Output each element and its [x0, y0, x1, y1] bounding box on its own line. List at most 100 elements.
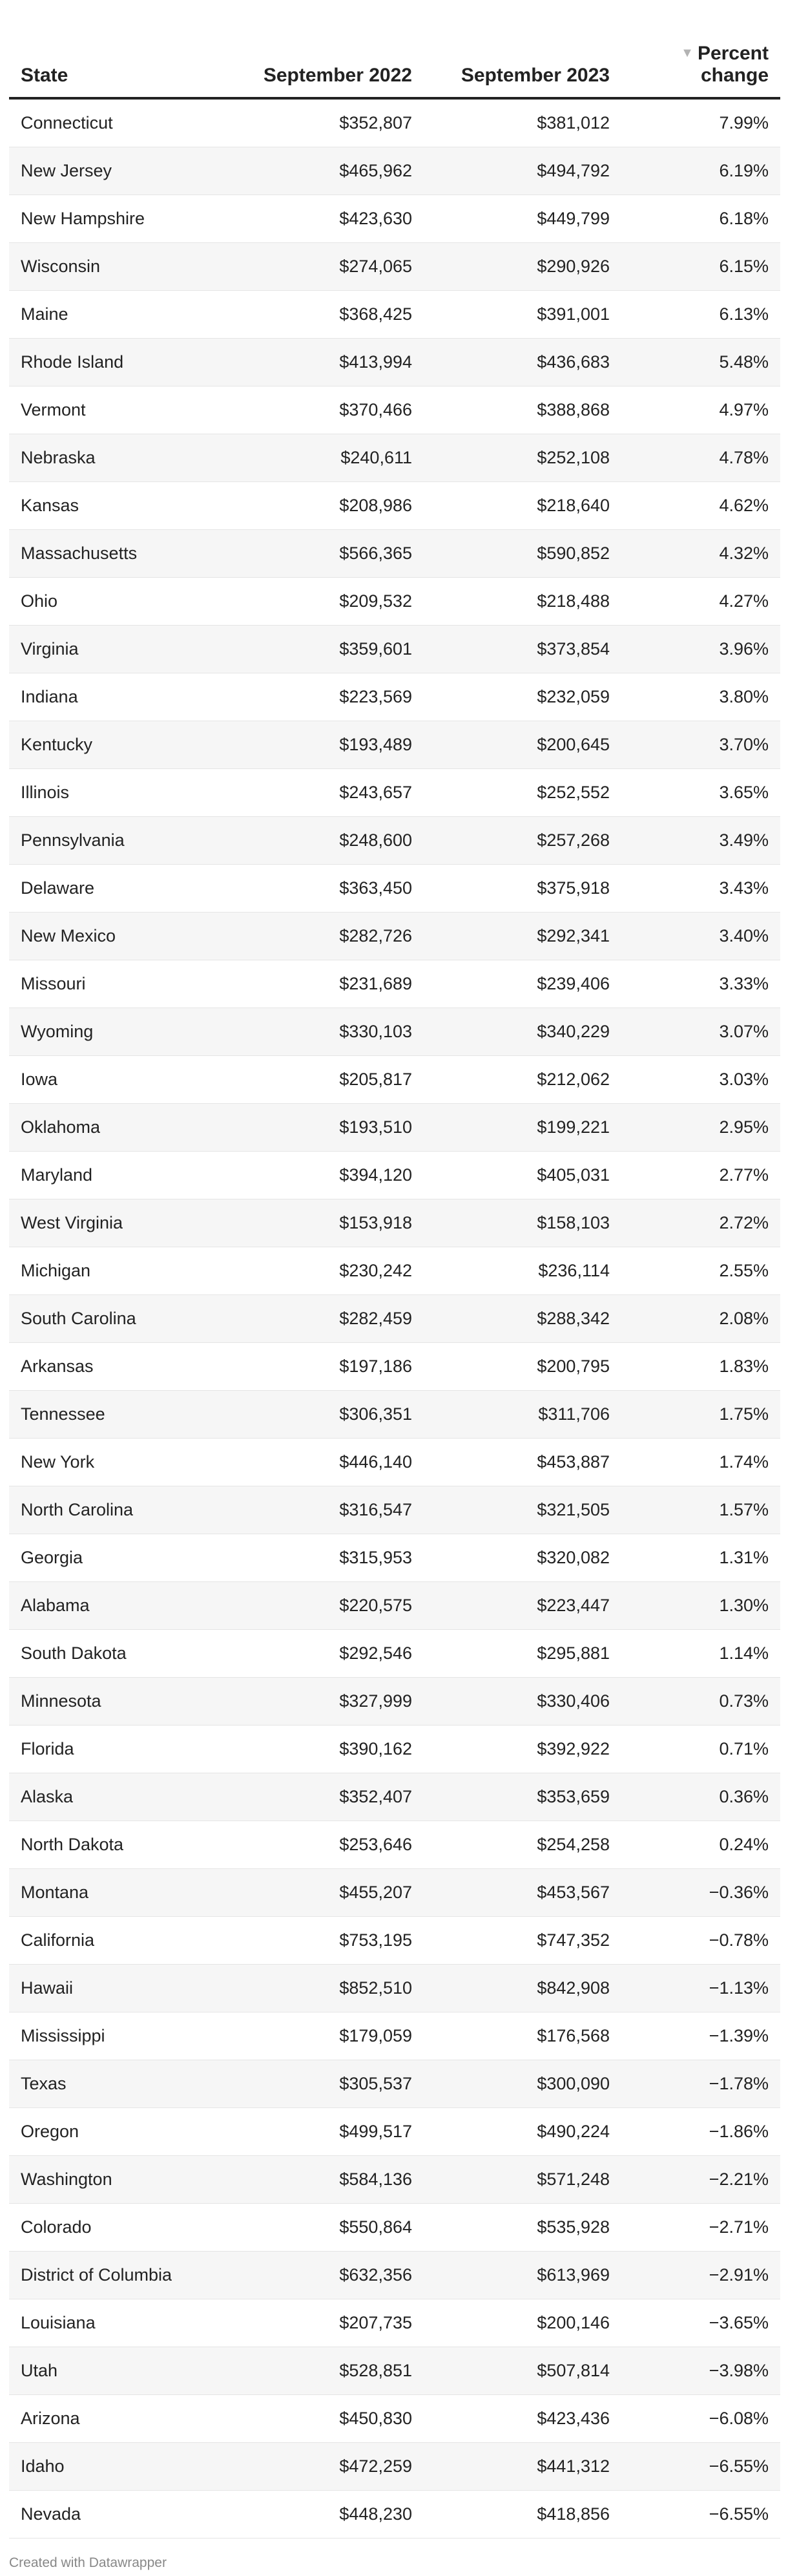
cell-september-2023: $490,224 — [424, 2107, 621, 2156]
cell-september-2023: $176,568 — [424, 2012, 621, 2060]
table-row: Nevada $448,230 $418,856 −6.55% — [9, 2490, 780, 2539]
cell-september-2023: $223,447 — [424, 1581, 621, 1630]
cell-september-2022: $472,259 — [239, 2442, 424, 2491]
cell-september-2022: $352,807 — [239, 98, 424, 147]
cell-percent-change: 1.30% — [621, 1581, 780, 1630]
cell-state: New York — [9, 1438, 239, 1486]
cell-september-2023: $200,645 — [424, 721, 621, 769]
table-row: New Mexico $282,726 $292,341 3.40% — [9, 912, 780, 960]
cell-september-2022: $455,207 — [239, 1868, 424, 1917]
table-row: South Dakota $292,546 $295,881 1.14% — [9, 1629, 780, 1678]
cell-september-2023: $252,552 — [424, 768, 621, 817]
column-header-percent-change[interactable]: ▼ Percent change — [621, 26, 780, 100]
table-row: Illinois $243,657 $252,552 3.65% — [9, 768, 780, 817]
table-row: Pennsylvania $248,600 $257,268 3.49% — [9, 816, 780, 865]
cell-september-2023: $254,258 — [424, 1821, 621, 1869]
cell-september-2022: $230,242 — [239, 1247, 424, 1295]
cell-state: Oklahoma — [9, 1103, 239, 1152]
table-row: Arizona $450,830 $423,436 −6.08% — [9, 2394, 780, 2443]
cell-state: Alaska — [9, 1773, 239, 1821]
cell-percent-change: 1.74% — [621, 1438, 780, 1486]
cell-september-2023: $392,922 — [424, 1725, 621, 1773]
cell-september-2022: $448,230 — [239, 2490, 424, 2539]
percent-change-label-line1: Percent — [697, 43, 769, 64]
cell-percent-change: 0.73% — [621, 1677, 780, 1726]
cell-percent-change: −0.36% — [621, 1868, 780, 1917]
table-row: Alabama $220,575 $223,447 1.30% — [9, 1581, 780, 1630]
cell-september-2022: $220,575 — [239, 1581, 424, 1630]
cell-percent-change: 3.65% — [621, 768, 780, 817]
cell-percent-change: −6.55% — [621, 2442, 780, 2491]
cell-state: Louisiana — [9, 2299, 239, 2347]
cell-state: Texas — [9, 2060, 239, 2108]
cell-state: Utah — [9, 2347, 239, 2395]
cell-september-2023: $373,854 — [424, 625, 621, 673]
cell-percent-change: 4.97% — [621, 386, 780, 434]
cell-september-2022: $446,140 — [239, 1438, 424, 1486]
cell-september-2022: $632,356 — [239, 2251, 424, 2299]
cell-september-2023: $453,567 — [424, 1868, 621, 1917]
cell-state: Minnesota — [9, 1677, 239, 1726]
table-row: Virginia $359,601 $373,854 3.96% — [9, 625, 780, 673]
cell-percent-change: 2.77% — [621, 1151, 780, 1199]
column-header-state-label: State — [21, 65, 68, 86]
cell-september-2022: $316,547 — [239, 1486, 424, 1534]
table-row: Rhode Island $413,994 $436,683 5.48% — [9, 338, 780, 386]
cell-percent-change: −1.86% — [621, 2107, 780, 2156]
cell-state: Idaho — [9, 2442, 239, 2491]
table-row: Arkansas $197,186 $200,795 1.83% — [9, 1342, 780, 1391]
cell-september-2023: $320,082 — [424, 1534, 621, 1582]
cell-state: Arkansas — [9, 1342, 239, 1391]
table-row: Alaska $352,407 $353,659 0.36% — [9, 1773, 780, 1821]
table-row: Georgia $315,953 $320,082 1.31% — [9, 1534, 780, 1582]
cell-september-2023: $494,792 — [424, 147, 621, 195]
column-header-september-2023[interactable]: September 2023 — [424, 26, 621, 100]
table-row: Minnesota $327,999 $330,406 0.73% — [9, 1677, 780, 1726]
cell-state: Tennessee — [9, 1390, 239, 1439]
cell-september-2023: $747,352 — [424, 1916, 621, 1965]
table-row: Maine $368,425 $391,001 6.13% — [9, 290, 780, 339]
cell-september-2022: $566,365 — [239, 529, 424, 578]
cell-percent-change: 6.19% — [621, 147, 780, 195]
table-row: New Hampshire $423,630 $449,799 6.18% — [9, 195, 780, 243]
cell-state: Massachusetts — [9, 529, 239, 578]
datawrapper-credit[interactable]: Created with Datawrapper — [9, 2555, 167, 2570]
table-row: Wyoming $330,103 $340,229 3.07% — [9, 1008, 780, 1056]
cell-percent-change: 2.08% — [621, 1294, 780, 1343]
cell-state: Pennsylvania — [9, 816, 239, 865]
column-header-state[interactable]: State — [9, 26, 239, 100]
cell-percent-change: 1.14% — [621, 1629, 780, 1678]
cell-september-2023: $218,640 — [424, 481, 621, 530]
cell-september-2023: $391,001 — [424, 290, 621, 339]
cell-percent-change: 2.72% — [621, 1199, 780, 1247]
column-header-september-2022[interactable]: September 2022 — [239, 26, 424, 100]
table-row: Hawaii $852,510 $842,908 −1.13% — [9, 1964, 780, 2012]
cell-percent-change: −3.98% — [621, 2347, 780, 2395]
table-row: Iowa $205,817 $212,062 3.03% — [9, 1055, 780, 1104]
cell-percent-change: 3.70% — [621, 721, 780, 769]
table-row: Kansas $208,986 $218,640 4.62% — [9, 481, 780, 530]
cell-september-2022: $306,351 — [239, 1390, 424, 1439]
cell-september-2022: $584,136 — [239, 2155, 424, 2204]
cell-september-2023: $232,059 — [424, 673, 621, 721]
cell-percent-change: −1.39% — [621, 2012, 780, 2060]
cell-september-2023: $423,436 — [424, 2394, 621, 2443]
table-row: Massachusetts $566,365 $590,852 4.32% — [9, 529, 780, 578]
cell-september-2022: $248,600 — [239, 816, 424, 865]
table-row: Michigan $230,242 $236,114 2.55% — [9, 1247, 780, 1295]
cell-percent-change: 0.36% — [621, 1773, 780, 1821]
cell-september-2022: $207,735 — [239, 2299, 424, 2347]
cell-september-2022: $282,459 — [239, 1294, 424, 1343]
table-row: Oklahoma $193,510 $199,221 2.95% — [9, 1103, 780, 1152]
cell-percent-change: 6.15% — [621, 242, 780, 291]
table-row: Connecticut $352,807 $381,012 7.99% — [9, 98, 780, 147]
cell-september-2023: $842,908 — [424, 1964, 621, 2012]
cell-state: Georgia — [9, 1534, 239, 1582]
cell-percent-change: 3.03% — [621, 1055, 780, 1104]
cell-percent-change: −3.65% — [621, 2299, 780, 2347]
table-row: Mississippi $179,059 $176,568 −1.39% — [9, 2012, 780, 2060]
cell-september-2023: $381,012 — [424, 98, 621, 147]
table-row: Washington $584,136 $571,248 −2.21% — [9, 2155, 780, 2204]
cell-september-2022: $352,407 — [239, 1773, 424, 1821]
